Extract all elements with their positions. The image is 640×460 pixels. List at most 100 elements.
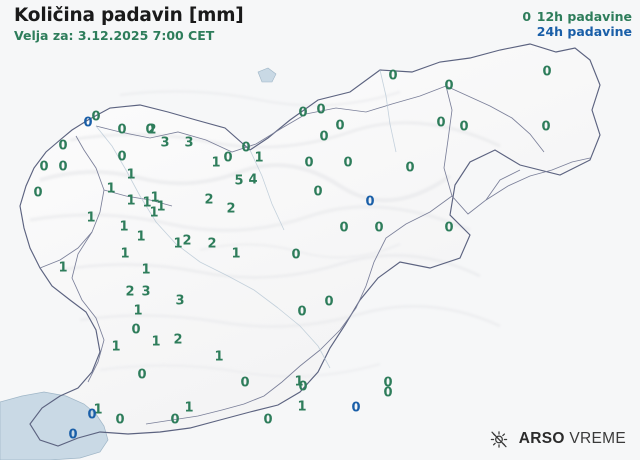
station-value: 1: [141, 262, 151, 278]
station-value: 1: [297, 399, 307, 415]
regional-boundaries: [39, 85, 591, 425]
national-border: [19, 43, 601, 447]
station-value: 0: [343, 155, 353, 171]
station-value: 0: [444, 78, 454, 94]
station-value: 0: [297, 304, 307, 320]
station-value: 1: [111, 339, 121, 355]
station-value: 0: [223, 150, 233, 166]
station-value: 0: [324, 294, 334, 310]
station-value: 2: [207, 236, 217, 252]
station-value: 0: [388, 68, 398, 84]
station-value: 0: [87, 407, 97, 423]
station-value: 0: [444, 220, 454, 236]
station-value: 1: [151, 334, 161, 350]
station-value: 0: [365, 194, 375, 210]
station-value: 1: [58, 260, 68, 276]
station-value: 2: [182, 233, 192, 249]
terrain-relief: [29, 90, 501, 378]
station-value: 0: [291, 247, 301, 263]
station-value: 0: [117, 149, 127, 165]
legend-item-12h: 0 12h padavine: [520, 9, 632, 24]
station-value: 2: [204, 192, 214, 208]
station-value: 1: [156, 199, 166, 215]
station-value: 3: [175, 293, 185, 309]
station-value: 0: [298, 379, 308, 395]
station-value: 1: [126, 193, 136, 209]
station-value: 2: [147, 122, 157, 138]
legend-item-24h: 0 24h padavine: [520, 24, 632, 39]
station-value: 0: [170, 412, 180, 428]
station-value: 1: [126, 167, 136, 183]
station-value: 1: [106, 181, 116, 197]
station-value: 0: [351, 400, 361, 416]
station-value: 1: [150, 190, 160, 206]
station-value: 0: [542, 64, 552, 80]
station-value: 1: [173, 236, 183, 252]
rivers: [95, 69, 397, 369]
station-value: 1: [149, 205, 159, 221]
station-value: 1: [142, 195, 152, 211]
legend-sample-12h: 0: [522, 9, 532, 24]
station-value: 1: [119, 219, 129, 235]
station-value: 3: [160, 135, 170, 151]
station-value: 0: [39, 159, 49, 175]
station-value: 0: [304, 155, 314, 171]
station-value: 0: [83, 115, 93, 131]
station-value: 0: [316, 102, 326, 118]
station-value: 1: [214, 349, 224, 365]
station-value: 0: [541, 119, 551, 135]
station-value: 0: [131, 322, 141, 338]
station-value: 0: [298, 105, 308, 121]
station-value: 0: [115, 412, 125, 428]
adriatic-sea: [0, 391, 109, 460]
station-value: 0: [436, 115, 446, 131]
station-value: 1: [93, 402, 103, 418]
station-value: 0: [374, 220, 384, 236]
page-title: Količina padavin [mm]: [14, 5, 244, 26]
station-value: 0: [117, 122, 127, 138]
station-value: 0: [335, 118, 345, 134]
station-value: 0: [68, 427, 78, 443]
station-value: 0: [33, 185, 43, 201]
station-value: 1: [86, 210, 96, 226]
valid-time-subtitle: Velja za: 3.12.2025 7:00 CET: [14, 28, 215, 43]
station-value: 1: [254, 150, 264, 166]
station-value: 0: [263, 412, 273, 428]
station-value: 2: [173, 332, 183, 348]
station-value: 0: [145, 122, 155, 138]
station-value: 1: [120, 246, 130, 262]
station-value: 0: [91, 109, 101, 125]
station-value: 0: [339, 220, 349, 236]
station-value: 0: [240, 375, 250, 391]
station-value: 3: [184, 135, 194, 151]
station-value: 5: [234, 173, 244, 189]
station-value: 0: [313, 184, 323, 200]
sun-icon: [490, 431, 508, 448]
station-value: 1: [133, 303, 143, 319]
station-value: 4: [248, 172, 258, 188]
arso-vreme-logo: ARSO VREME: [488, 428, 626, 450]
station-value: 2: [125, 284, 135, 300]
legend-sample-24h: 0: [520, 24, 534, 39]
station-value: 1: [136, 229, 146, 245]
station-value: 2: [226, 201, 236, 217]
station-value: 0: [459, 119, 469, 135]
station-value: 1: [231, 246, 241, 262]
station-value: 0: [319, 129, 329, 145]
country-landmass: [20, 44, 600, 446]
brand-name-strong: ARSO: [518, 430, 565, 447]
station-value: 0: [58, 159, 68, 175]
station-value: 0: [405, 160, 415, 176]
station-value: 0: [137, 367, 147, 383]
legend-label-12h: 12h padavine: [536, 9, 632, 24]
brand-name-light: VREME: [564, 430, 626, 447]
station-value: 0: [383, 375, 393, 391]
station-value: 3: [141, 284, 151, 300]
legend: 0 12h padavine 0 24h padavine: [520, 9, 632, 39]
station-value: 0: [383, 385, 393, 401]
station-value: 0: [58, 138, 68, 154]
legend-label-24h: 24h padavine: [536, 24, 632, 39]
map-header: Količina padavin [mm] Velja za: 3.12.202…: [14, 6, 244, 44]
